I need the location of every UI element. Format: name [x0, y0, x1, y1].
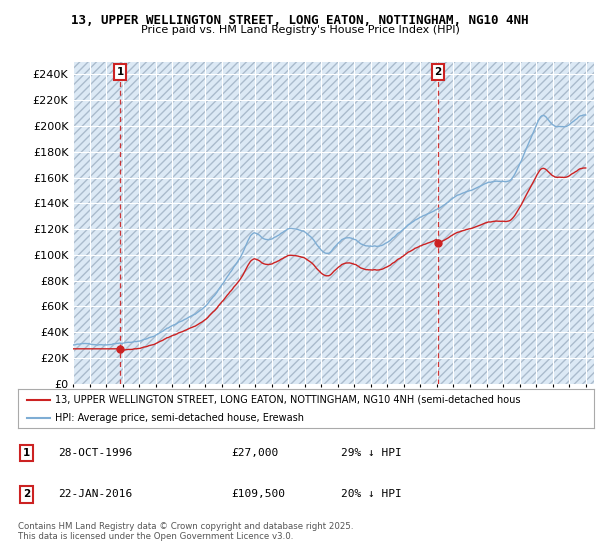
Text: £27,000: £27,000 — [231, 449, 278, 458]
Text: 2: 2 — [434, 67, 442, 77]
Text: Contains HM Land Registry data © Crown copyright and database right 2025.
This d: Contains HM Land Registry data © Crown c… — [18, 522, 353, 542]
Text: 13, UPPER WELLINGTON STREET, LONG EATON, NOTTINGHAM, NG10 4NH (semi-detached hou: 13, UPPER WELLINGTON STREET, LONG EATON,… — [55, 395, 521, 405]
Text: 1: 1 — [23, 449, 30, 458]
Text: 22-JAN-2016: 22-JAN-2016 — [58, 489, 133, 500]
Text: £109,500: £109,500 — [231, 489, 285, 500]
Text: 29% ↓ HPI: 29% ↓ HPI — [341, 449, 401, 458]
Text: 13, UPPER WELLINGTON STREET, LONG EATON, NOTTINGHAM, NG10 4NH: 13, UPPER WELLINGTON STREET, LONG EATON,… — [71, 14, 529, 27]
Text: 1: 1 — [116, 67, 124, 77]
Text: 20% ↓ HPI: 20% ↓ HPI — [341, 489, 401, 500]
Text: 2: 2 — [23, 489, 30, 500]
Text: HPI: Average price, semi-detached house, Erewash: HPI: Average price, semi-detached house,… — [55, 413, 304, 423]
Text: 28-OCT-1996: 28-OCT-1996 — [58, 449, 133, 458]
Text: Price paid vs. HM Land Registry's House Price Index (HPI): Price paid vs. HM Land Registry's House … — [140, 25, 460, 35]
